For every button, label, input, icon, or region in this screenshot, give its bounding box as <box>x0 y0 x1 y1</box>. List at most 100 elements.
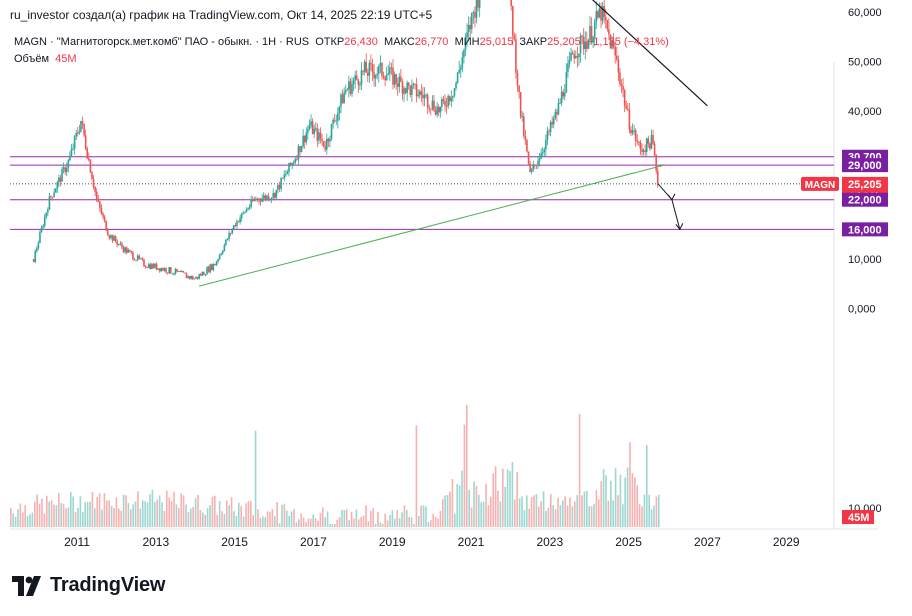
tradingview-brand[interactable]: TradingView <box>12 574 165 597</box>
volume-bar <box>302 517 305 527</box>
volume-bar <box>158 495 161 527</box>
candle <box>426 93 429 115</box>
candle <box>439 106 442 118</box>
candle <box>80 120 82 133</box>
candle <box>181 269 183 273</box>
candle <box>420 84 423 103</box>
volume-bar <box>382 524 384 527</box>
candle <box>270 197 273 204</box>
volume-bar <box>480 502 482 527</box>
volume-bar <box>173 491 175 527</box>
candle <box>251 196 254 203</box>
volume-bar <box>46 495 48 527</box>
candle <box>463 48 465 64</box>
candle <box>570 47 572 62</box>
candle <box>442 95 445 105</box>
candle <box>99 200 101 212</box>
candle <box>644 144 646 157</box>
volume-bar <box>420 505 422 527</box>
volume-bar <box>583 491 586 527</box>
volume-label: Объём <box>14 53 50 65</box>
y-tick-label: 50,000 <box>848 56 882 68</box>
volume-bar <box>506 469 509 527</box>
candle <box>152 262 155 269</box>
candle <box>631 123 634 136</box>
volume-bar <box>350 511 353 527</box>
candle <box>546 126 549 146</box>
candle <box>642 148 645 156</box>
candle <box>233 224 235 231</box>
candle <box>106 227 109 236</box>
candle <box>593 18 596 47</box>
candle <box>88 152 90 162</box>
volume-bar <box>413 524 415 527</box>
candle <box>130 250 133 255</box>
candle <box>401 78 404 101</box>
volume-bar <box>295 522 298 527</box>
candle <box>198 273 200 280</box>
projection-arrowhead <box>667 193 676 201</box>
candle <box>294 156 297 165</box>
volume-bar <box>590 506 593 527</box>
candle <box>272 188 275 201</box>
candle <box>425 93 427 99</box>
candle <box>598 2 601 19</box>
volume-bar <box>230 497 233 527</box>
candle <box>335 114 338 126</box>
candle <box>475 0 478 24</box>
candle <box>138 254 141 260</box>
candle <box>645 137 648 156</box>
volume-bar <box>242 516 245 527</box>
volume-bar <box>377 512 379 527</box>
candle <box>537 155 539 169</box>
volume-bar <box>643 494 646 527</box>
volume-bar <box>593 503 595 527</box>
candle <box>302 129 304 149</box>
candle <box>105 220 107 232</box>
projection-path[interactable] <box>657 183 681 230</box>
candle <box>305 127 308 145</box>
candle <box>174 267 177 276</box>
candle <box>379 55 382 74</box>
candle <box>308 119 311 131</box>
candle <box>571 50 574 55</box>
volume-bar <box>542 491 545 527</box>
candle <box>619 68 621 87</box>
candle <box>609 34 612 49</box>
candle <box>453 88 456 98</box>
volume-bar <box>307 518 310 527</box>
support-trendline[interactable] <box>199 164 665 287</box>
candle <box>179 270 182 273</box>
volume-bar <box>300 513 302 527</box>
volume-bar <box>614 468 617 527</box>
candle <box>545 134 547 156</box>
candle <box>590 17 593 45</box>
volume-bar <box>598 499 600 527</box>
candle <box>332 117 334 129</box>
volume-bar <box>511 462 514 527</box>
candle <box>333 113 336 123</box>
candle <box>62 162 65 174</box>
candle <box>633 124 635 136</box>
volume-bar <box>156 499 158 527</box>
candle <box>398 72 401 93</box>
volume-bar <box>326 511 329 527</box>
candle <box>310 114 312 129</box>
candle <box>529 160 531 173</box>
volume-bar <box>257 509 259 527</box>
candle <box>47 207 49 216</box>
volume-bar <box>278 523 281 527</box>
volume-bar <box>624 477 626 527</box>
candle <box>51 196 54 201</box>
candle <box>400 69 402 83</box>
candle <box>325 133 328 155</box>
candle <box>518 85 520 99</box>
resistance-trendline[interactable] <box>501 0 708 107</box>
candle <box>259 197 262 206</box>
candle <box>404 87 407 95</box>
candle <box>122 245 125 253</box>
volume-bar <box>10 508 12 527</box>
volume-bar <box>653 505 655 527</box>
volume-bar <box>235 516 238 527</box>
